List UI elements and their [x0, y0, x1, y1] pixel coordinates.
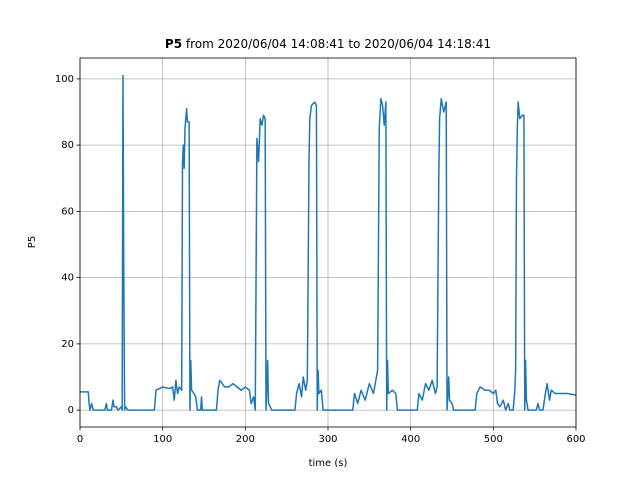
plot-frame	[79, 57, 577, 428]
y-tick-label: 60	[61, 206, 74, 217]
y-tick-label: 20	[61, 339, 74, 350]
y-tick-label: 100	[55, 74, 74, 85]
title-text: from 2020/06/04 14:08:41 to 2020/06/04 1…	[186, 37, 491, 51]
y-tick-label: 80	[61, 140, 74, 151]
y-tick-label: 0	[68, 405, 74, 416]
x-tick-label: 300	[318, 434, 337, 445]
y-axis-label: P5	[27, 236, 38, 248]
x-tick-label: 200	[236, 434, 255, 445]
x-tick-label: 400	[401, 434, 420, 445]
x-axis-label: time (s)	[309, 458, 348, 469]
x-tick-label: 500	[484, 434, 503, 445]
x-tick-label: 0	[77, 434, 83, 445]
x-tick-label: 100	[153, 434, 172, 445]
y-tick-label: 40	[61, 273, 74, 284]
title-name: P5	[165, 37, 182, 51]
data-line	[80, 74, 576, 411]
x-tick-label: 600	[566, 434, 585, 445]
chart-title: P5 from 2020/06/04 14:08:41 to 2020/06/0…	[165, 37, 491, 51]
